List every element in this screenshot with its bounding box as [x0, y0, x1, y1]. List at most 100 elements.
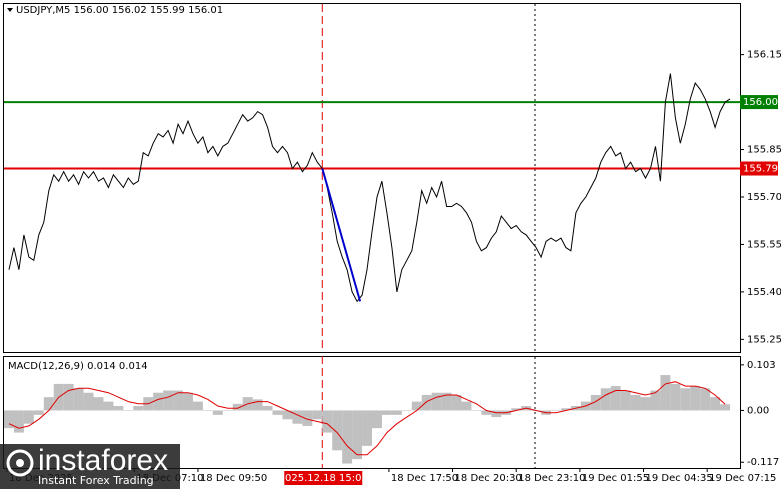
chart-title: USDJPY,M5 156.00 156.02 155.99 156.01	[16, 5, 223, 16]
macd-histogram-bar	[471, 410, 482, 411]
macd-histogram-bar	[431, 392, 442, 411]
macd-histogram-bar	[252, 399, 263, 411]
macd-histogram-bar	[381, 410, 392, 415]
macd-histogram-bar	[153, 392, 164, 411]
y-tick-label: 0.103	[747, 360, 776, 371]
level-label: 156.00	[743, 97, 778, 108]
y-tick-label: 155.55	[747, 239, 781, 250]
macd-histogram-bar	[183, 392, 193, 411]
macd-histogram-bar	[312, 410, 323, 420]
macd-histogram-bar	[600, 388, 611, 411]
macd-histogram-bar	[173, 390, 184, 411]
y-tick-label: 155.85	[747, 145, 781, 156]
macd-histogram-bar	[660, 375, 671, 411]
macd-histogram-bar	[332, 410, 343, 451]
price-line	[8, 73, 731, 303]
macd-histogram-bar	[33, 410, 44, 415]
x-tick-label: 19 Dec 04:35	[646, 473, 713, 484]
macd-histogram-bar	[123, 410, 134, 411]
macd-histogram-bar	[511, 408, 522, 411]
logo: instaforex Instant Forex Trading	[0, 444, 180, 489]
level-label: 155.79	[743, 164, 778, 175]
macd-signal-line	[8, 381, 726, 456]
macd-histogram-bar	[232, 403, 243, 411]
macd-histogram-bar	[302, 410, 313, 426]
macd-histogram-bar	[103, 401, 114, 411]
macd-histogram-bar	[401, 410, 412, 411]
macd-histogram-bar	[292, 410, 303, 424]
trend-line	[321, 168, 362, 302]
macd-histogram-bar	[93, 397, 104, 411]
macd-histogram-bar	[113, 406, 124, 411]
macd-histogram-bar	[163, 390, 174, 411]
macd-histogram-bar	[73, 388, 84, 411]
macd-histogram-bar	[362, 410, 372, 446]
logo-icon-dot	[16, 459, 24, 467]
level-label-box	[740, 161, 778, 176]
macd-histogram-bar	[4, 410, 14, 429]
x-tick-label: 18 Dec 17:50	[391, 473, 458, 484]
macd-histogram-bar	[720, 404, 731, 411]
macd-title: MACD(12,26,9) 0.014 0.014	[8, 361, 148, 372]
x-tick-label: 19 Dec 01:55	[582, 473, 649, 484]
macd-histogram-bar	[640, 397, 651, 411]
macd-histogram-bar	[411, 401, 422, 411]
y-tick-label: 155.40	[747, 287, 781, 298]
y-tick-label: 155.25	[747, 334, 781, 345]
macd-histogram-bar	[272, 410, 283, 415]
macd-histogram-bar	[222, 410, 233, 411]
macd-histogram-bar	[391, 410, 402, 415]
x-tick-label: 18 Dec 23:10	[518, 473, 585, 484]
macd-histogram-bar	[461, 401, 472, 411]
event-label-box	[284, 471, 363, 485]
macd-histogram-bar	[481, 410, 492, 415]
macd-histogram-bar	[650, 390, 661, 411]
macd-histogram-bar	[700, 388, 711, 411]
logo-slogan: Instant Forex Trading	[38, 474, 154, 487]
logo-icon	[6, 449, 34, 477]
macd-histogram-bar	[133, 406, 144, 411]
macd-histogram-bar	[680, 388, 691, 411]
macd-histogram-bar	[43, 397, 54, 411]
macd-histogram-bar	[342, 410, 353, 464]
macd-frame	[3, 356, 741, 469]
macd-histogram-bar	[421, 394, 432, 411]
macd-histogram-bar	[670, 383, 681, 411]
macd-histogram-bar	[372, 410, 382, 429]
macd-histogram-bar	[590, 394, 601, 411]
event-label: 2025.12.18 15:05	[279, 473, 368, 484]
y-tick-label: -0.117	[747, 457, 779, 468]
macd-histogram-bar	[560, 408, 571, 411]
macd-histogram-bar	[23, 410, 34, 424]
macd-histogram-bar	[610, 386, 621, 411]
x-tick-label: 18 Dec 20:30	[455, 473, 522, 484]
macd-histogram-bar	[212, 410, 223, 415]
y-tick-label: 156.15	[747, 50, 781, 61]
macd-histogram-bar	[282, 410, 293, 420]
y-tick-label: 0.00	[747, 405, 769, 416]
macd-histogram-bar	[491, 410, 502, 418]
macd-histogram-bar	[690, 386, 701, 411]
macd-histogram-bar	[551, 410, 561, 411]
macd-histogram-bar	[192, 401, 203, 411]
macd-histogram-bar	[13, 410, 24, 433]
logo-name: instaforex	[38, 444, 168, 477]
macd-histogram-bar	[352, 410, 363, 460]
macd-histogram-bar	[202, 410, 213, 411]
macd-histogram-bar	[63, 383, 74, 411]
price-frame	[3, 3, 741, 353]
macd-histogram-bar	[322, 410, 333, 433]
macd-histogram-bar	[441, 392, 452, 411]
macd-histogram-bar	[83, 392, 94, 411]
macd-histogram-bar	[630, 394, 641, 411]
menu-arrow	[7, 8, 13, 12]
macd-histogram-bar	[710, 397, 721, 411]
x-tick-label: 19 Dec 07:15	[709, 473, 776, 484]
macd-histogram-bar	[451, 394, 462, 411]
level-label-box	[740, 95, 778, 110]
macd-histogram-bar	[262, 406, 273, 411]
y-tick-label: 155.70	[747, 192, 781, 203]
macd-histogram-bar	[620, 390, 631, 411]
